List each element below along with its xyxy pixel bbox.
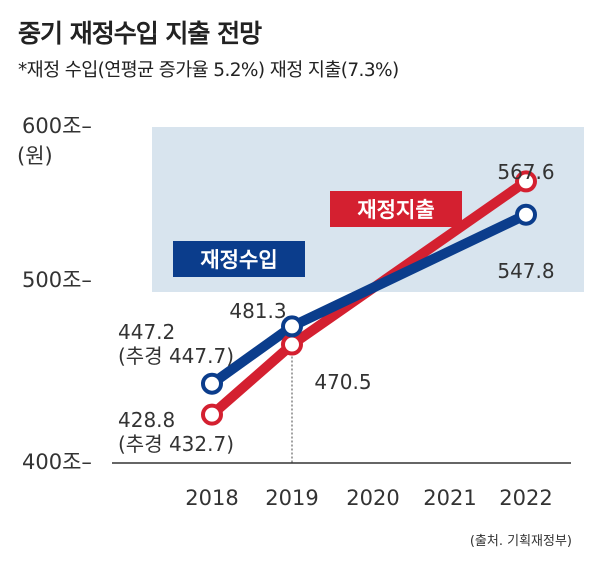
x-tick-label: 2021 <box>423 486 476 510</box>
data-point-revenue <box>201 372 223 395</box>
data-point-revenue <box>281 315 303 338</box>
data-label: 470.5 <box>314 370 371 394</box>
x-tick-label: 2019 <box>265 486 318 510</box>
y-axis-unit: (원) <box>17 144 53 168</box>
x-tick-label: 2018 <box>185 486 238 510</box>
y-tick-label: 500조– <box>22 268 92 292</box>
data-label-note: (추경 432.7) <box>118 432 234 456</box>
data-label: 428.8 <box>118 408 175 432</box>
source-note: (출처. 기획재정부) <box>469 534 572 549</box>
chart-title: 중기 재정수입 지출 전망 <box>18 19 262 48</box>
legend-badge-expenditure <box>330 191 462 227</box>
data-point-expenditure <box>281 333 303 356</box>
data-label: 481.3 <box>229 299 286 323</box>
data-point-expenditure <box>515 170 537 193</box>
data-label-note: (추경 447.7) <box>118 344 234 368</box>
legend-label: 재정지출 <box>357 198 434 222</box>
chart-subtitle: *재정 수입(연평균 증가율 5.2%) 재정 지출(7.3%) <box>18 60 399 81</box>
data-label: 567.6 <box>497 160 554 184</box>
legend-label: 재정수입 <box>200 248 277 272</box>
data-point-revenue <box>515 203 537 226</box>
data-label: 447.2 <box>118 320 175 344</box>
x-tick-label: 2022 <box>499 486 552 510</box>
data-point-expenditure <box>201 403 223 426</box>
y-tick-label: 600조– <box>22 114 92 138</box>
legend-badge-revenue <box>173 241 305 277</box>
data-label: 547.8 <box>497 259 554 283</box>
y-tick-label: 400조– <box>22 450 92 474</box>
x-tick-label: 2020 <box>346 486 399 510</box>
